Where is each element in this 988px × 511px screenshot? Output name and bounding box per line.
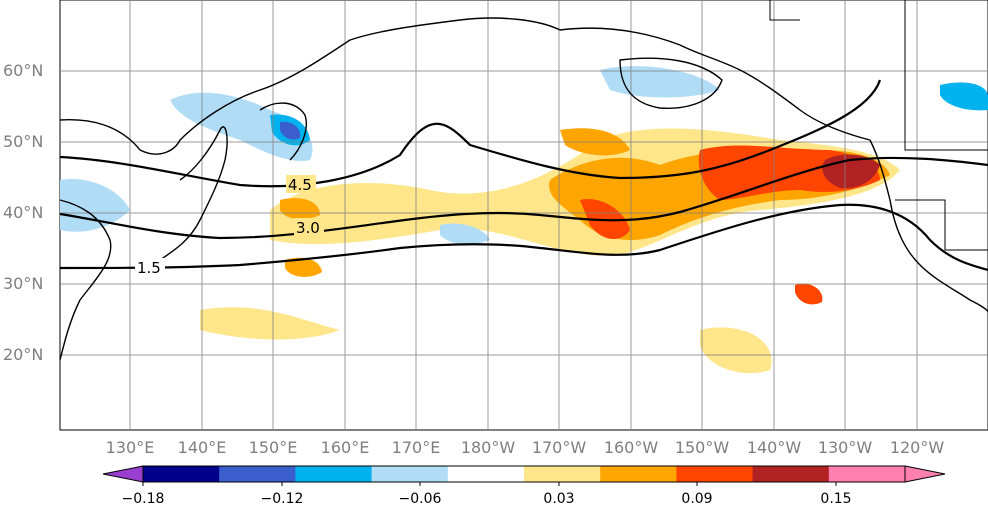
coast-japan: [159, 126, 228, 261]
coast-asia-east: [59, 199, 112, 361]
contour-labels: 4.5 3.0 1.5: [135, 175, 324, 277]
colorbar-cells: [143, 466, 906, 482]
colorbar-cell: [676, 466, 754, 482]
height-contours: [59, 79, 988, 272]
lon-label-120w: 120°W: [890, 438, 945, 457]
latitude-labels: 60°N 50°N 40°N 30°N 20°N: [3, 61, 43, 364]
contour-label-4-5: 4.5: [288, 176, 312, 194]
colorbar-extend-low: [102, 465, 144, 483]
positive-patch-sw: [285, 257, 322, 277]
colorbar-label-6: 0.15: [820, 491, 851, 507]
colorbar-cell: [524, 466, 601, 482]
border-arctic: [769, 0, 800, 21]
colorbar-label-3: −0.06: [399, 491, 442, 507]
lon-label-150e: 150°E: [249, 438, 298, 457]
colorbar-label-5: 0.09: [681, 491, 712, 507]
lat-label-20n: 20°N: [3, 345, 43, 364]
negative-patch-central: [440, 223, 490, 245]
colorbar: −0.18 −0.12 −0.06 0.03 0.09 0.15: [102, 465, 946, 507]
lon-label-170e: 170°E: [392, 438, 441, 457]
coast-kamchatka: [259, 102, 307, 161]
coast-asia-north: [59, 17, 561, 155]
colorbar-ticks: [142, 482, 837, 486]
lon-label-160w: 160°W: [604, 438, 659, 457]
colorbar-cell: [752, 466, 830, 482]
contour-label-1-5: 1.5: [137, 259, 161, 277]
lat-label-30n: 30°N: [3, 274, 43, 293]
contour-loop-north: [619, 57, 723, 109]
positive-patch-west: [280, 198, 320, 220]
lat-label-50n: 50°N: [3, 132, 43, 151]
contour-3-0-line: [59, 156, 988, 240]
lat-label-40n: 40°N: [3, 203, 43, 222]
negative-patch-west: [60, 179, 130, 232]
colorbar-label-4: 0.03: [543, 491, 574, 507]
negative-patch-kamchatka: [170, 92, 313, 161]
lon-label-140e: 140°E: [178, 438, 227, 457]
lat-label-60n: 60°N: [3, 61, 43, 80]
colorbar-cell: [143, 466, 220, 482]
border-canada: [904, 0, 988, 151]
positive-patch-south: [200, 307, 340, 340]
colorbar-outline: [142, 465, 906, 483]
longitude-labels: 130°E 140°E 150°E 160°E 170°E 180°W 170°…: [106, 438, 945, 457]
negative-patch-bering: [600, 66, 720, 98]
contour-label-3-0: 3.0: [296, 219, 320, 237]
coast-alaska: [559, 27, 871, 141]
lon-label-150w: 150°W: [675, 438, 730, 457]
colorbar-extend-high: [904, 465, 946, 483]
colorbar-label-2: −0.12: [261, 491, 304, 507]
contour-label-bg-1-5: [135, 258, 165, 276]
positive-patch-se: [795, 283, 823, 305]
colorbar-label-1: −0.18: [122, 491, 165, 507]
colorbar-cell: [600, 466, 677, 482]
colorbar-cell: [295, 466, 373, 482]
contour-1-5-line: [59, 203, 988, 272]
lon-label-130w: 130°W: [818, 438, 873, 457]
coast-north-america: [869, 139, 988, 313]
colorbar-cell: [828, 466, 906, 482]
lon-label-130e: 130°E: [106, 438, 155, 457]
lon-label-180w: 180°W: [461, 438, 516, 457]
colorbar-cell: [219, 466, 296, 482]
border-states: [895, 199, 988, 251]
map-panel: 4.5 3.0 1.5: [59, 0, 988, 431]
peak-negative-patch: [280, 121, 301, 140]
lon-label-160e: 160°E: [321, 438, 370, 457]
colorbar-cell: [447, 466, 525, 482]
positive-patch-south-east: [700, 327, 772, 374]
lon-label-170w: 170°W: [532, 438, 587, 457]
contour-label-bg-3-0: [294, 218, 324, 236]
negative-patch-northeast: [940, 82, 988, 111]
contour-4-5-line: [59, 79, 882, 188]
coastlines: [59, 0, 988, 361]
lon-label-140w: 140°W: [747, 438, 802, 457]
colorbar-cell: [371, 466, 449, 482]
contour-label-bg-4-5: [286, 175, 316, 193]
